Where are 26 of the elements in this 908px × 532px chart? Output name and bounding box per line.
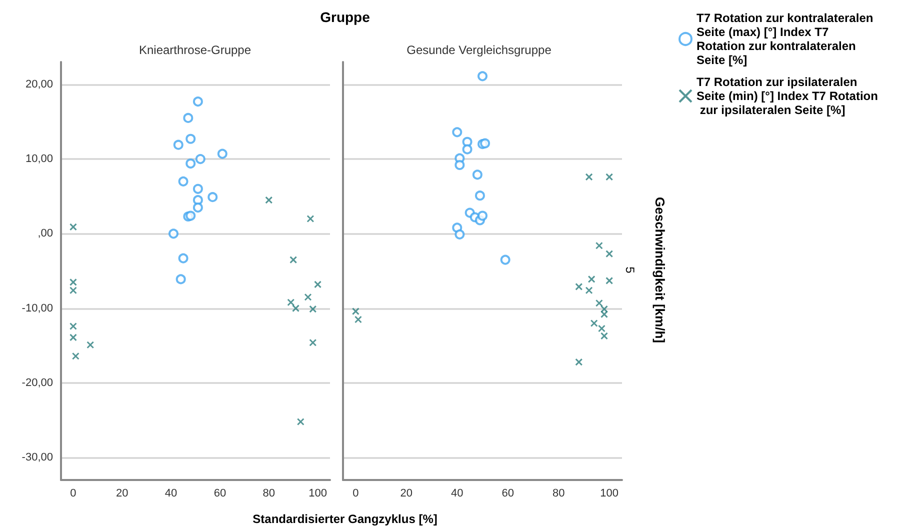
x-tick-label: 40 — [451, 488, 464, 500]
chart-subtitle: Kniearthrose-Gruppe — [138, 43, 252, 57]
x-tick-label: 0 — [70, 488, 76, 500]
x-tick-label: 80 — [262, 488, 275, 500]
y-tick-label: ,00 — [38, 228, 53, 240]
x-tick-label: 100 — [308, 488, 327, 500]
y-tick-label: -20,00 — [22, 376, 53, 389]
chart-subtitle: Gesunde Vergleichsgruppe — [406, 43, 552, 57]
x-tick-label: 20 — [400, 488, 413, 500]
x-tick-label: 60 — [214, 488, 226, 500]
x-tick-label: 100 — [600, 488, 618, 500]
y-tick-label: -30,00 — [22, 452, 53, 464]
legend-label: T7 Rotation zur kontralateralen Seite (max) [°] Index T7 Rotation zur kontralateralen Seite [%] — [696, 11, 877, 67]
x-tick-label: 0 — [352, 488, 359, 500]
x-tick-label: 40 — [164, 488, 178, 500]
text: 5 — [623, 266, 637, 274]
y-tick-label: -10,00 — [22, 302, 53, 314]
x-tick-label: 60 — [502, 488, 514, 500]
y-tick-label: 20,00 — [25, 78, 53, 90]
y-tick-label: 10,00 — [25, 153, 53, 166]
x-tick-label: 80 — [552, 488, 565, 500]
text: Geschwindigkeit [km/h] — [652, 197, 668, 343]
legend-label: T7 Rotation zur ipsilateralen Seite (min) [°] Index T7 Rotation zur ipsilateralen Seite [%] — [696, 75, 878, 117]
x-tick-label: 20 — [116, 488, 128, 500]
x-axis-title: Standardisierter Gangzyklus [%] — [252, 512, 438, 526]
text: Gruppe — [320, 9, 370, 25]
